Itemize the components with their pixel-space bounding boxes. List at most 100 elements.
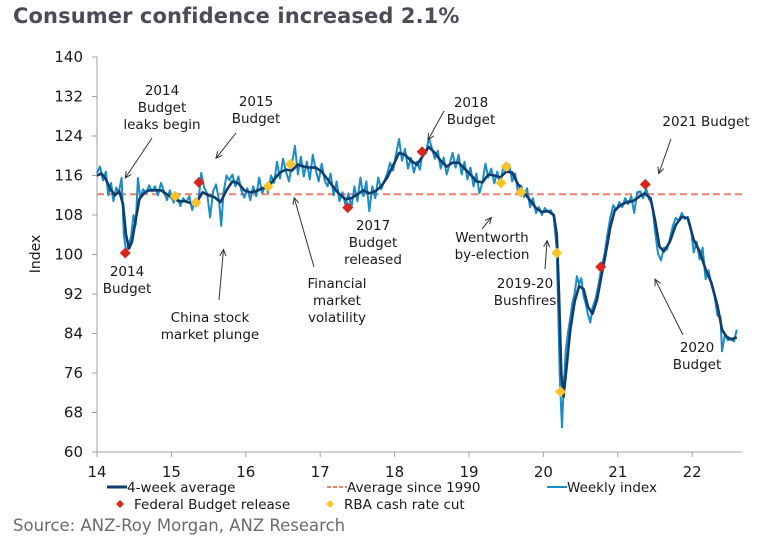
x-tick-label: 17 xyxy=(311,463,330,481)
x-tick-label: 14 xyxy=(87,463,106,481)
arrowhead-icon xyxy=(292,196,300,205)
y-tick-label: 124 xyxy=(54,127,83,145)
y-tick-label: 132 xyxy=(54,88,83,106)
x-tick-label: 15 xyxy=(162,463,181,481)
annotation-arrow xyxy=(124,137,153,179)
x-tick-label: 18 xyxy=(385,463,404,481)
x-tick-label: 16 xyxy=(236,463,255,481)
federal-budget-marker xyxy=(193,176,205,188)
rba-cut-marker xyxy=(551,247,563,259)
x-tick-label: 19 xyxy=(459,463,478,481)
annotation-text: 2017 xyxy=(356,218,390,234)
annotation-text: Wentworth xyxy=(455,230,528,246)
annotation-text: 2014 xyxy=(110,264,144,280)
legend-label: Average since 1990 xyxy=(347,480,480,496)
legend-item: Weekly index xyxy=(547,480,657,496)
legend-item: Average since 1990 xyxy=(327,480,480,496)
legend-label: Weekly index xyxy=(567,480,657,496)
annotation-arrow xyxy=(481,217,492,230)
federal-budget-marker xyxy=(639,178,651,190)
rba-cut-marker xyxy=(500,161,512,173)
annotation-text: Budget xyxy=(103,281,152,297)
rba-cut-marker xyxy=(555,386,567,398)
chart-title: Consumer confidence increased 2.1% xyxy=(13,4,460,28)
annotation-text: China stock xyxy=(171,310,250,326)
annotation-arrow xyxy=(658,138,672,174)
annotation-arrow xyxy=(215,132,237,159)
y-tick-label: 108 xyxy=(54,206,83,224)
annotation-text: Budget xyxy=(447,112,496,128)
legend-label: RBA cash rate cut xyxy=(344,497,465,513)
annotation-text: Budget xyxy=(232,111,281,127)
arrowhead-icon xyxy=(219,248,227,257)
annotation-text: Bushfires xyxy=(494,293,557,309)
arrowhead-icon xyxy=(484,216,493,225)
y-tick-label: 68 xyxy=(64,404,83,422)
annotation-text: 2018 xyxy=(454,95,488,111)
legend-diamond-icon xyxy=(326,500,334,508)
arrowhead-icon xyxy=(427,132,435,141)
legend-item: 4-week average xyxy=(107,480,236,496)
annotation-text: 2015 xyxy=(239,94,273,110)
annotation-text: 2021 Budget xyxy=(662,114,749,130)
series-layer xyxy=(96,137,738,429)
federal-budget-marker xyxy=(342,202,354,214)
weekly-index-line xyxy=(96,137,738,429)
annotation-budget-2021: 2021 Budget xyxy=(657,114,750,175)
rba-cut-marker xyxy=(262,180,274,192)
annotation-arrow xyxy=(293,197,315,268)
legend-label: 4-week average xyxy=(127,480,236,496)
arrowhead-icon xyxy=(124,170,132,179)
arrowhead-icon xyxy=(543,239,551,248)
annotation-arrow xyxy=(654,278,684,336)
annotation-arrow xyxy=(544,240,548,270)
y-tick-label: 100 xyxy=(54,246,83,264)
y-tick-label: 92 xyxy=(64,285,83,303)
legend-item: RBA cash rate cut xyxy=(326,497,465,513)
x-tick-label: 21 xyxy=(608,463,627,481)
y-tick-label: 116 xyxy=(54,167,83,185)
arrowhead-icon xyxy=(215,151,223,160)
annotation-text: Budget xyxy=(673,357,722,373)
y-tick-label: 60 xyxy=(64,443,83,461)
markers-layer xyxy=(119,146,651,398)
annotation-text: Financial xyxy=(307,276,366,292)
y-tick-label: 140 xyxy=(54,48,83,66)
annotation-arrow xyxy=(218,249,224,301)
y-tick-label: 84 xyxy=(64,325,83,343)
annotation-text: by-election xyxy=(455,247,530,263)
annotation-text: volatility xyxy=(308,310,366,326)
annotation-text: leaks begin xyxy=(123,117,200,133)
rba-cut-marker xyxy=(495,177,507,189)
annotation-text: 2019-20 xyxy=(497,276,553,292)
annotation-text: 2014 xyxy=(145,83,179,99)
federal-budget-marker xyxy=(119,247,131,259)
rba-cut-marker xyxy=(515,186,527,198)
axes: 60 68 76 84 92 100 108 116 124 132 140 14 15 16 17 18 19… xyxy=(54,48,742,481)
legend-label: Federal Budget release xyxy=(134,497,290,513)
y-tick-label: 76 xyxy=(64,364,83,382)
y-axis-title: Index xyxy=(28,235,44,274)
annotation-text: Budget xyxy=(349,235,398,251)
x-tick-label: 22 xyxy=(683,463,702,481)
legend-item: Federal Budget release xyxy=(116,497,290,513)
arrowhead-icon xyxy=(657,166,665,175)
rba-cut-marker xyxy=(190,197,202,209)
rba-cut-marker xyxy=(169,190,181,202)
annotation-text: released xyxy=(344,252,402,268)
annotation-arrow xyxy=(427,110,445,141)
annotation-text: market plunge xyxy=(161,327,260,343)
rba-cut-marker xyxy=(284,158,296,170)
